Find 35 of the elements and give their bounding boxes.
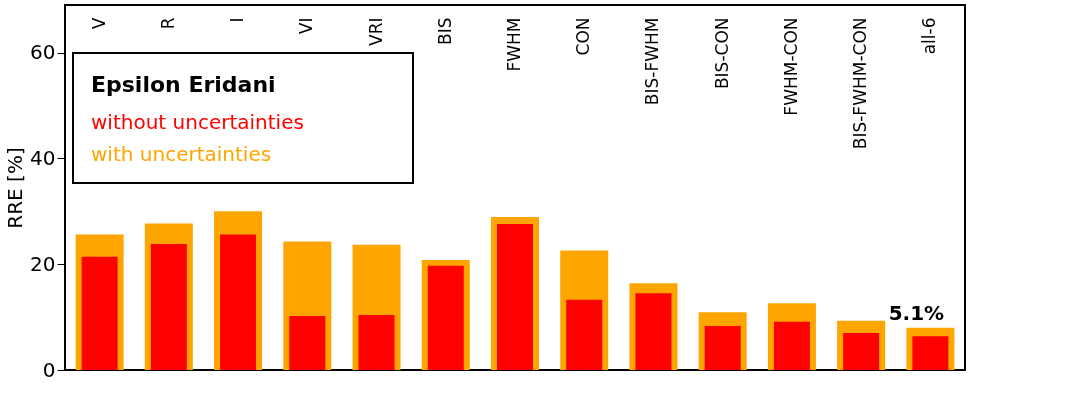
x-tick-label: VI	[296, 17, 317, 35]
x-tick-label: BIS-FWHM-CON	[850, 17, 871, 150]
bar	[635, 293, 672, 370]
y-axis-title: RRE [%]	[3, 147, 28, 229]
bar	[566, 299, 603, 370]
bar	[427, 265, 464, 370]
bar	[150, 244, 187, 370]
y-tick-label: 0	[42, 357, 56, 382]
bar	[704, 326, 741, 370]
bar	[912, 336, 949, 370]
bar	[843, 332, 880, 370]
y-tick-label: 60	[30, 40, 56, 65]
x-tick-label: V	[88, 17, 109, 30]
text: without uncertainties	[91, 110, 304, 134]
bar	[289, 316, 326, 370]
x-tick-label: R	[157, 17, 178, 30]
bar	[81, 256, 118, 370]
bar	[497, 224, 533, 370]
x-tick-label: CON	[573, 17, 594, 56]
text: with uncertainties	[91, 142, 272, 166]
bar	[773, 321, 810, 370]
x-tick-label: all-6	[919, 17, 940, 55]
bar	[358, 314, 395, 370]
y-tick-label: 20	[30, 251, 56, 276]
x-tick-label: I	[227, 17, 248, 23]
x-tick-label: VRI	[365, 17, 386, 46]
bar	[220, 234, 257, 370]
legend-title: Epsilon Eridani	[91, 72, 276, 97]
y-tick-label: 40	[30, 145, 56, 170]
x-tick-label: BIS-FWHM	[642, 17, 663, 106]
annotation: 5.1%	[888, 300, 945, 325]
x-tick-label: BIS-CON	[711, 17, 732, 90]
x-tick-label: FWHM	[504, 17, 524, 72]
x-tick-label: BIS	[434, 17, 455, 45]
x-tick-label: FWHM-CON	[780, 17, 801, 116]
